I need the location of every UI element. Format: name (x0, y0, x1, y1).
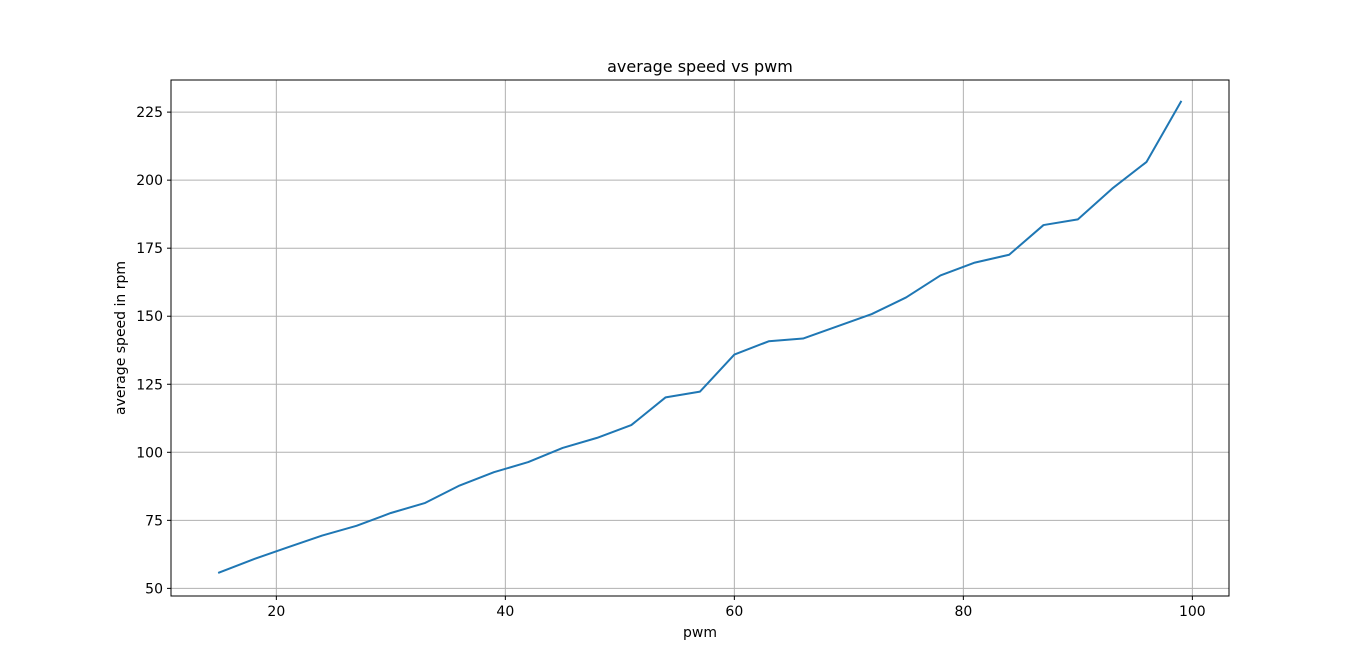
axis-ticks: 20 40 60 80 100 50 75 100 125 150 175 200 225 (136, 105, 1205, 620)
y-tick-label: 225 (136, 105, 163, 121)
chart-title: average speed vs pwm (607, 57, 793, 76)
plot-frame (170, 79, 1230, 597)
y-tick-label: 200 (136, 173, 163, 189)
y-tick-label: 50 (145, 581, 163, 597)
y-tick-label: 150 (136, 309, 163, 325)
x-tick-label: 40 (496, 604, 514, 620)
y-axis-label: average speed in rpm (113, 261, 129, 415)
y-tick-label: 100 (136, 445, 163, 461)
x-tick-label: 100 (1179, 604, 1206, 620)
x-axis-label: pwm (683, 625, 717, 641)
y-tick-label: 75 (145, 513, 163, 529)
x-tick-label: 80 (954, 604, 972, 620)
y-tick-label: 125 (136, 377, 163, 393)
series-line (217, 100, 1183, 574)
grid (171, 80, 1229, 596)
x-tick-label: 60 (725, 604, 743, 620)
y-tick-label: 175 (136, 241, 163, 257)
x-tick-label: 20 (267, 604, 285, 620)
series-layer (217, 100, 1183, 574)
